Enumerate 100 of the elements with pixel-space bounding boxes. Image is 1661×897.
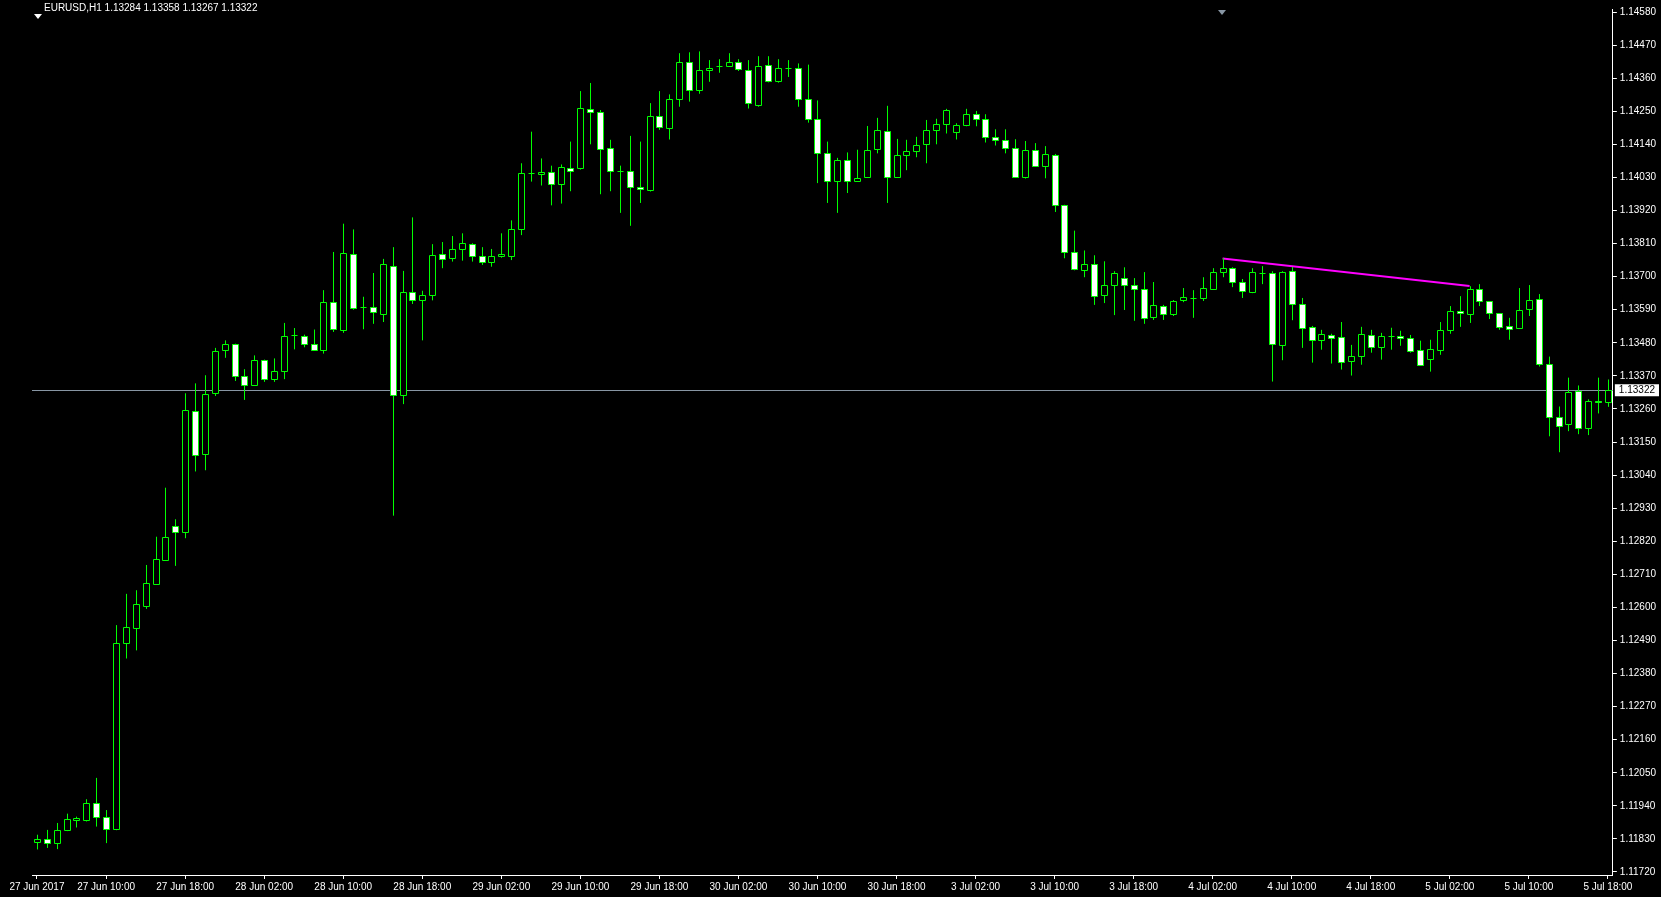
y-tick-label: 1.13480 — [1619, 336, 1657, 348]
candlestick — [696, 50, 703, 95]
candlestick — [765, 55, 772, 83]
candlestick — [1388, 327, 1395, 351]
candlestick — [1378, 332, 1385, 361]
candlestick — [1368, 329, 1375, 354]
candlestick — [1249, 267, 1256, 294]
y-tick-label: 1.13040 — [1619, 468, 1657, 480]
candlestick — [854, 149, 861, 182]
candlestick — [656, 90, 663, 131]
y-tick-label: 1.13370 — [1619, 369, 1657, 381]
y-tick-label: 1.12710 — [1619, 568, 1657, 580]
candlestick — [1417, 340, 1424, 366]
candlestick — [1358, 326, 1365, 366]
x-tick-label: 4 Jul 18:00 — [1346, 880, 1396, 892]
y-tick-label: 1.12600 — [1619, 601, 1657, 613]
y-tick-label: 1.13920 — [1619, 204, 1657, 216]
candlestick — [1239, 278, 1246, 299]
candlestick — [1427, 339, 1434, 373]
candlestick — [370, 272, 377, 325]
candlestick — [498, 232, 505, 259]
y-tick-label: 1.12380 — [1619, 667, 1657, 679]
y-tick-label: 1.13150 — [1619, 435, 1657, 447]
candlestick — [913, 136, 920, 158]
candlestick — [1210, 267, 1217, 290]
y-tick-label: 1.12160 — [1619, 733, 1657, 745]
candlestick — [143, 564, 150, 610]
candlestick — [617, 165, 624, 214]
candlestick — [1150, 281, 1157, 321]
candlestick — [83, 798, 90, 822]
candlestick — [874, 117, 881, 154]
candlestick — [261, 359, 268, 383]
candlestick — [1220, 257, 1227, 278]
candlestick — [923, 119, 930, 164]
y-tick-label: 1.12270 — [1619, 700, 1657, 712]
x-tick-label: 29 Jun 10:00 — [551, 880, 610, 892]
candlestick — [538, 157, 545, 187]
x-tick-label: 27 Jun 2017 — [9, 880, 65, 892]
candlestick — [162, 487, 169, 561]
candlestick — [1299, 297, 1306, 349]
candlestick — [785, 59, 792, 78]
candlestick — [1200, 276, 1207, 302]
candlestick — [775, 58, 782, 84]
candlestick — [1437, 321, 1444, 356]
candlestick — [1032, 142, 1039, 167]
y-tick-label: 1.12820 — [1619, 534, 1657, 546]
y-tick-label: 1.14580 — [1619, 5, 1657, 17]
x-tick-label: 5 Jul 10:00 — [1504, 880, 1554, 892]
y-tick-label: 1.12490 — [1619, 634, 1657, 646]
candlestick — [1328, 333, 1335, 365]
y-tick-label: 1.14360 — [1619, 71, 1657, 83]
candlestick — [409, 216, 416, 305]
candlestick — [449, 235, 456, 263]
candlestick — [1556, 406, 1563, 453]
candlestick — [1002, 128, 1009, 154]
candlestick — [1309, 325, 1316, 364]
y-tick-label: 1.11940 — [1619, 799, 1656, 811]
candlestick — [54, 822, 61, 850]
x-tick-label: 3 Jul 18:00 — [1109, 880, 1159, 892]
candlestick — [1318, 329, 1325, 351]
candlestick — [1131, 277, 1138, 322]
candlestick — [982, 113, 989, 144]
candlestick — [1071, 230, 1078, 271]
x-tick-label: 4 Jul 10:00 — [1267, 880, 1317, 892]
candlestick — [706, 59, 713, 83]
candlestick — [716, 58, 723, 74]
x-tick-label: 30 Jun 02:00 — [709, 880, 768, 892]
ref-line-label: 1.13322 — [1618, 384, 1656, 396]
candlestick — [241, 368, 248, 401]
y-tick-label: 1.14470 — [1619, 38, 1657, 50]
candlestick — [943, 108, 950, 134]
candlestick — [123, 593, 130, 659]
candlestick — [1595, 377, 1602, 414]
candlestick — [133, 589, 140, 651]
candlestick — [805, 64, 812, 124]
x-tick-label: 30 Jun 10:00 — [788, 880, 847, 892]
candlestick — [587, 82, 594, 145]
chart-title: EURUSD,H1 1.13284 1.13358 1.13267 1.13322 — [44, 2, 258, 13]
x-tick-label: 5 Jul 18:00 — [1583, 880, 1633, 892]
candlestick — [419, 290, 426, 341]
candlestick — [548, 165, 555, 206]
x-tick-label: 27 Jun 10:00 — [77, 880, 136, 892]
candlestick — [1229, 266, 1236, 288]
x-tick-label: 29 Jun 18:00 — [630, 880, 689, 892]
candlestick — [1506, 317, 1513, 341]
candlestick — [528, 131, 535, 183]
x-tick-label: 5 Jul 02:00 — [1425, 880, 1475, 892]
x-tick-label: 29 Jun 02:00 — [472, 880, 531, 892]
candlestick — [894, 138, 901, 178]
y-tick-label: 1.13810 — [1619, 237, 1657, 249]
candlestick — [469, 242, 476, 263]
candlestick — [567, 141, 574, 192]
candlestick — [1526, 284, 1533, 317]
x-tick-label: 27 Jun 18:00 — [156, 880, 215, 892]
y-tick-label: 1.13590 — [1619, 303, 1657, 315]
candlestick — [933, 118, 940, 145]
candlestick — [558, 163, 565, 205]
candlestick — [1348, 344, 1355, 377]
candlestick — [360, 296, 367, 330]
x-tick-label: 28 Jun 18:00 — [393, 880, 452, 892]
